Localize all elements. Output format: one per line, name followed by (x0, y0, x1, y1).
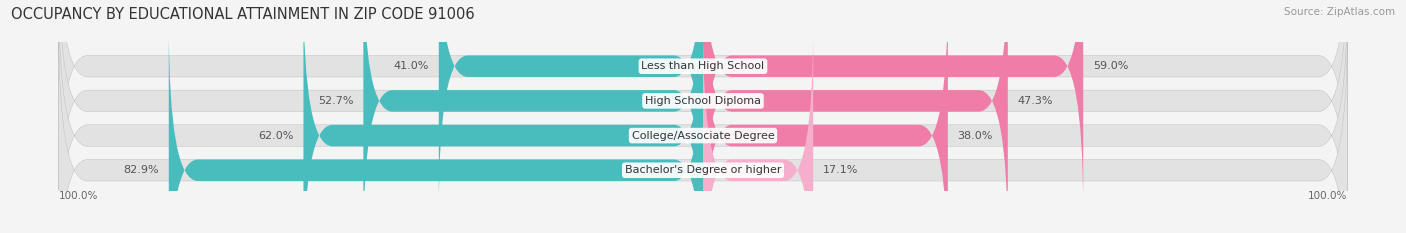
FancyBboxPatch shape (703, 0, 1083, 212)
Text: 62.0%: 62.0% (259, 130, 294, 140)
Text: 38.0%: 38.0% (957, 130, 993, 140)
Text: 41.0%: 41.0% (394, 61, 429, 71)
Text: 17.1%: 17.1% (823, 165, 858, 175)
Text: Bachelor's Degree or higher: Bachelor's Degree or higher (624, 165, 782, 175)
Text: Source: ZipAtlas.com: Source: ZipAtlas.com (1284, 7, 1395, 17)
Text: 52.7%: 52.7% (318, 96, 354, 106)
FancyBboxPatch shape (703, 25, 813, 233)
Text: Less than High School: Less than High School (641, 61, 765, 71)
Text: High School Diploma: High School Diploma (645, 96, 761, 106)
FancyBboxPatch shape (304, 0, 703, 233)
FancyBboxPatch shape (703, 0, 1008, 233)
FancyBboxPatch shape (169, 25, 703, 233)
FancyBboxPatch shape (59, 0, 1347, 233)
Text: 47.3%: 47.3% (1018, 96, 1053, 106)
Text: OCCUPANCY BY EDUCATIONAL ATTAINMENT IN ZIP CODE 91006: OCCUPANCY BY EDUCATIONAL ATTAINMENT IN Z… (11, 7, 475, 22)
FancyBboxPatch shape (439, 0, 703, 212)
FancyBboxPatch shape (703, 0, 948, 233)
Text: 100.0%: 100.0% (59, 191, 98, 201)
FancyBboxPatch shape (59, 0, 1347, 212)
FancyBboxPatch shape (59, 0, 1347, 233)
Text: 82.9%: 82.9% (124, 165, 159, 175)
Text: College/Associate Degree: College/Associate Degree (631, 130, 775, 140)
FancyBboxPatch shape (59, 25, 1347, 233)
FancyBboxPatch shape (363, 0, 703, 233)
Text: 59.0%: 59.0% (1092, 61, 1128, 71)
Text: 100.0%: 100.0% (1308, 191, 1347, 201)
